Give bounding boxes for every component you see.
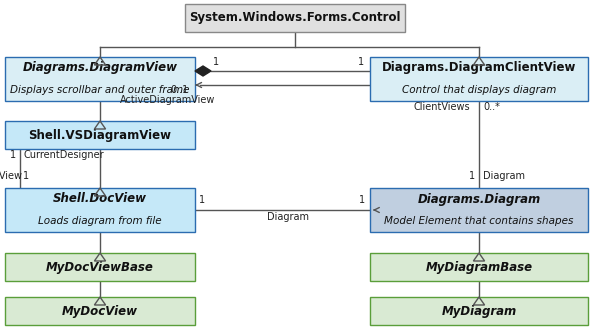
Text: 1: 1 [359, 195, 365, 205]
Text: ActiveDiagramView: ActiveDiagramView [120, 95, 215, 105]
Text: 0..1: 0..1 [170, 85, 188, 95]
Text: MyDiagramBase: MyDiagramBase [426, 261, 532, 273]
Text: 1: 1 [199, 195, 205, 205]
Text: Diagrams.Diagram: Diagrams.Diagram [417, 192, 541, 206]
Text: Control that displays diagram: Control that displays diagram [402, 85, 556, 95]
FancyBboxPatch shape [185, 4, 405, 32]
FancyBboxPatch shape [5, 57, 195, 101]
FancyBboxPatch shape [370, 253, 588, 281]
Text: MyDiagram: MyDiagram [441, 305, 517, 317]
FancyBboxPatch shape [370, 57, 588, 101]
Text: Diagram: Diagram [483, 171, 525, 181]
Text: DocView: DocView [0, 171, 22, 181]
FancyBboxPatch shape [5, 188, 195, 232]
Text: ClientViews: ClientViews [414, 102, 471, 112]
Text: CurrentDesigner: CurrentDesigner [23, 150, 103, 160]
Text: Diagrams.DiagramClientView: Diagrams.DiagramClientView [382, 62, 576, 74]
FancyBboxPatch shape [370, 188, 588, 232]
Text: MyDocViewBase: MyDocViewBase [46, 261, 154, 273]
Text: 0..*: 0..* [483, 102, 500, 112]
Text: MyDocView: MyDocView [62, 305, 138, 317]
Text: Shell.VSDiagramView: Shell.VSDiagramView [28, 129, 171, 141]
FancyBboxPatch shape [5, 297, 195, 325]
Text: 1: 1 [358, 57, 364, 67]
Text: System.Windows.Forms.Control: System.Windows.Forms.Control [189, 12, 401, 24]
FancyBboxPatch shape [5, 121, 195, 149]
Text: 1: 1 [213, 57, 219, 67]
Text: 1: 1 [469, 171, 475, 181]
Text: Displays scrollbar and outer frame: Displays scrollbar and outer frame [10, 85, 190, 95]
Text: 1: 1 [23, 171, 29, 181]
Polygon shape [195, 66, 211, 76]
Text: Shell.DocView: Shell.DocView [53, 192, 147, 206]
FancyBboxPatch shape [370, 297, 588, 325]
Text: Diagrams.DiagramView: Diagrams.DiagramView [22, 62, 177, 74]
Text: Loads diagram from file: Loads diagram from file [38, 216, 162, 226]
Text: Diagram: Diagram [267, 212, 310, 222]
Text: Model Element that contains shapes: Model Element that contains shapes [384, 216, 574, 226]
FancyBboxPatch shape [5, 253, 195, 281]
Text: 1: 1 [10, 150, 16, 160]
